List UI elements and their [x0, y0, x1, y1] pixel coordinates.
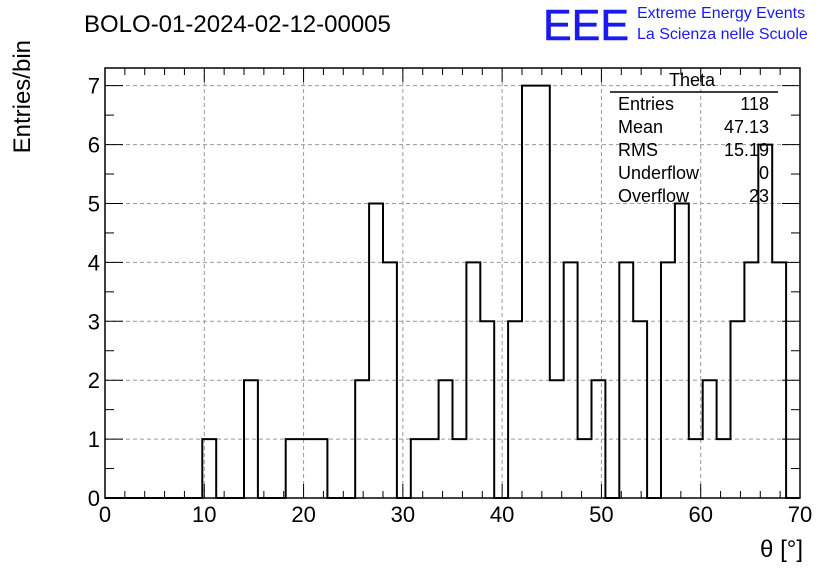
stats-row-value: 118 [740, 94, 769, 114]
stats-row-label: Underflow [618, 163, 700, 183]
x-tick-label: 20 [291, 502, 315, 527]
y-tick-label: 7 [88, 74, 100, 99]
grid-lines [105, 68, 800, 498]
stats-row-value: 23 [749, 186, 769, 206]
stats-row-label: Entries [618, 94, 674, 114]
x-tick-label: 50 [589, 502, 613, 527]
run-title: BOLO-01-2024-02-12-00005 [84, 11, 391, 38]
x-tick-label: 70 [788, 502, 812, 527]
stats-row-label: Mean [618, 117, 663, 137]
x-tick-label: 60 [688, 502, 712, 527]
logo-line-1: Extreme Energy Events [637, 5, 805, 22]
stats-rows: Entries 118 Mean 47.13 RMS 15.19 Underflow 0 Ove… [618, 94, 769, 206]
y-tick-label: 3 [88, 309, 100, 334]
y-tick-label: 2 [88, 368, 100, 393]
y-tick-label: 4 [88, 250, 100, 275]
logo-line-2: La Scienza nelle Scuole [637, 26, 808, 43]
stats-row-value: 15.19 [724, 140, 769, 160]
plot-frame [104, 67, 801, 499]
stats-row-label: RMS [618, 140, 658, 160]
y-tick-label: 1 [88, 427, 100, 452]
stats-title: Theta [669, 70, 716, 90]
axis-ticks [104, 68, 801, 499]
eee-logo: EEE [543, 1, 629, 50]
y-tick-label: 6 [88, 133, 100, 158]
stats-box: Theta Entries 118 Mean 47.13 RMS 15.19 Underfl… [610, 70, 778, 206]
stats-row-label: Overflow [618, 186, 690, 206]
y-tick-label: 5 [88, 191, 100, 216]
histogram-line [105, 84, 800, 499]
x-tick-label: 40 [490, 502, 514, 527]
x-axis-label: θ [°] [760, 536, 803, 563]
y-tick-label: 0 [88, 486, 100, 511]
y-axis-label: Entries/bin [9, 40, 36, 153]
x-tick-label: 0 [99, 502, 111, 527]
stats-row-value: 47.13 [724, 117, 769, 137]
x-tick-label: 10 [192, 502, 216, 527]
stats-row-value: 0 [759, 163, 769, 183]
x-tick-label: 30 [391, 502, 415, 527]
